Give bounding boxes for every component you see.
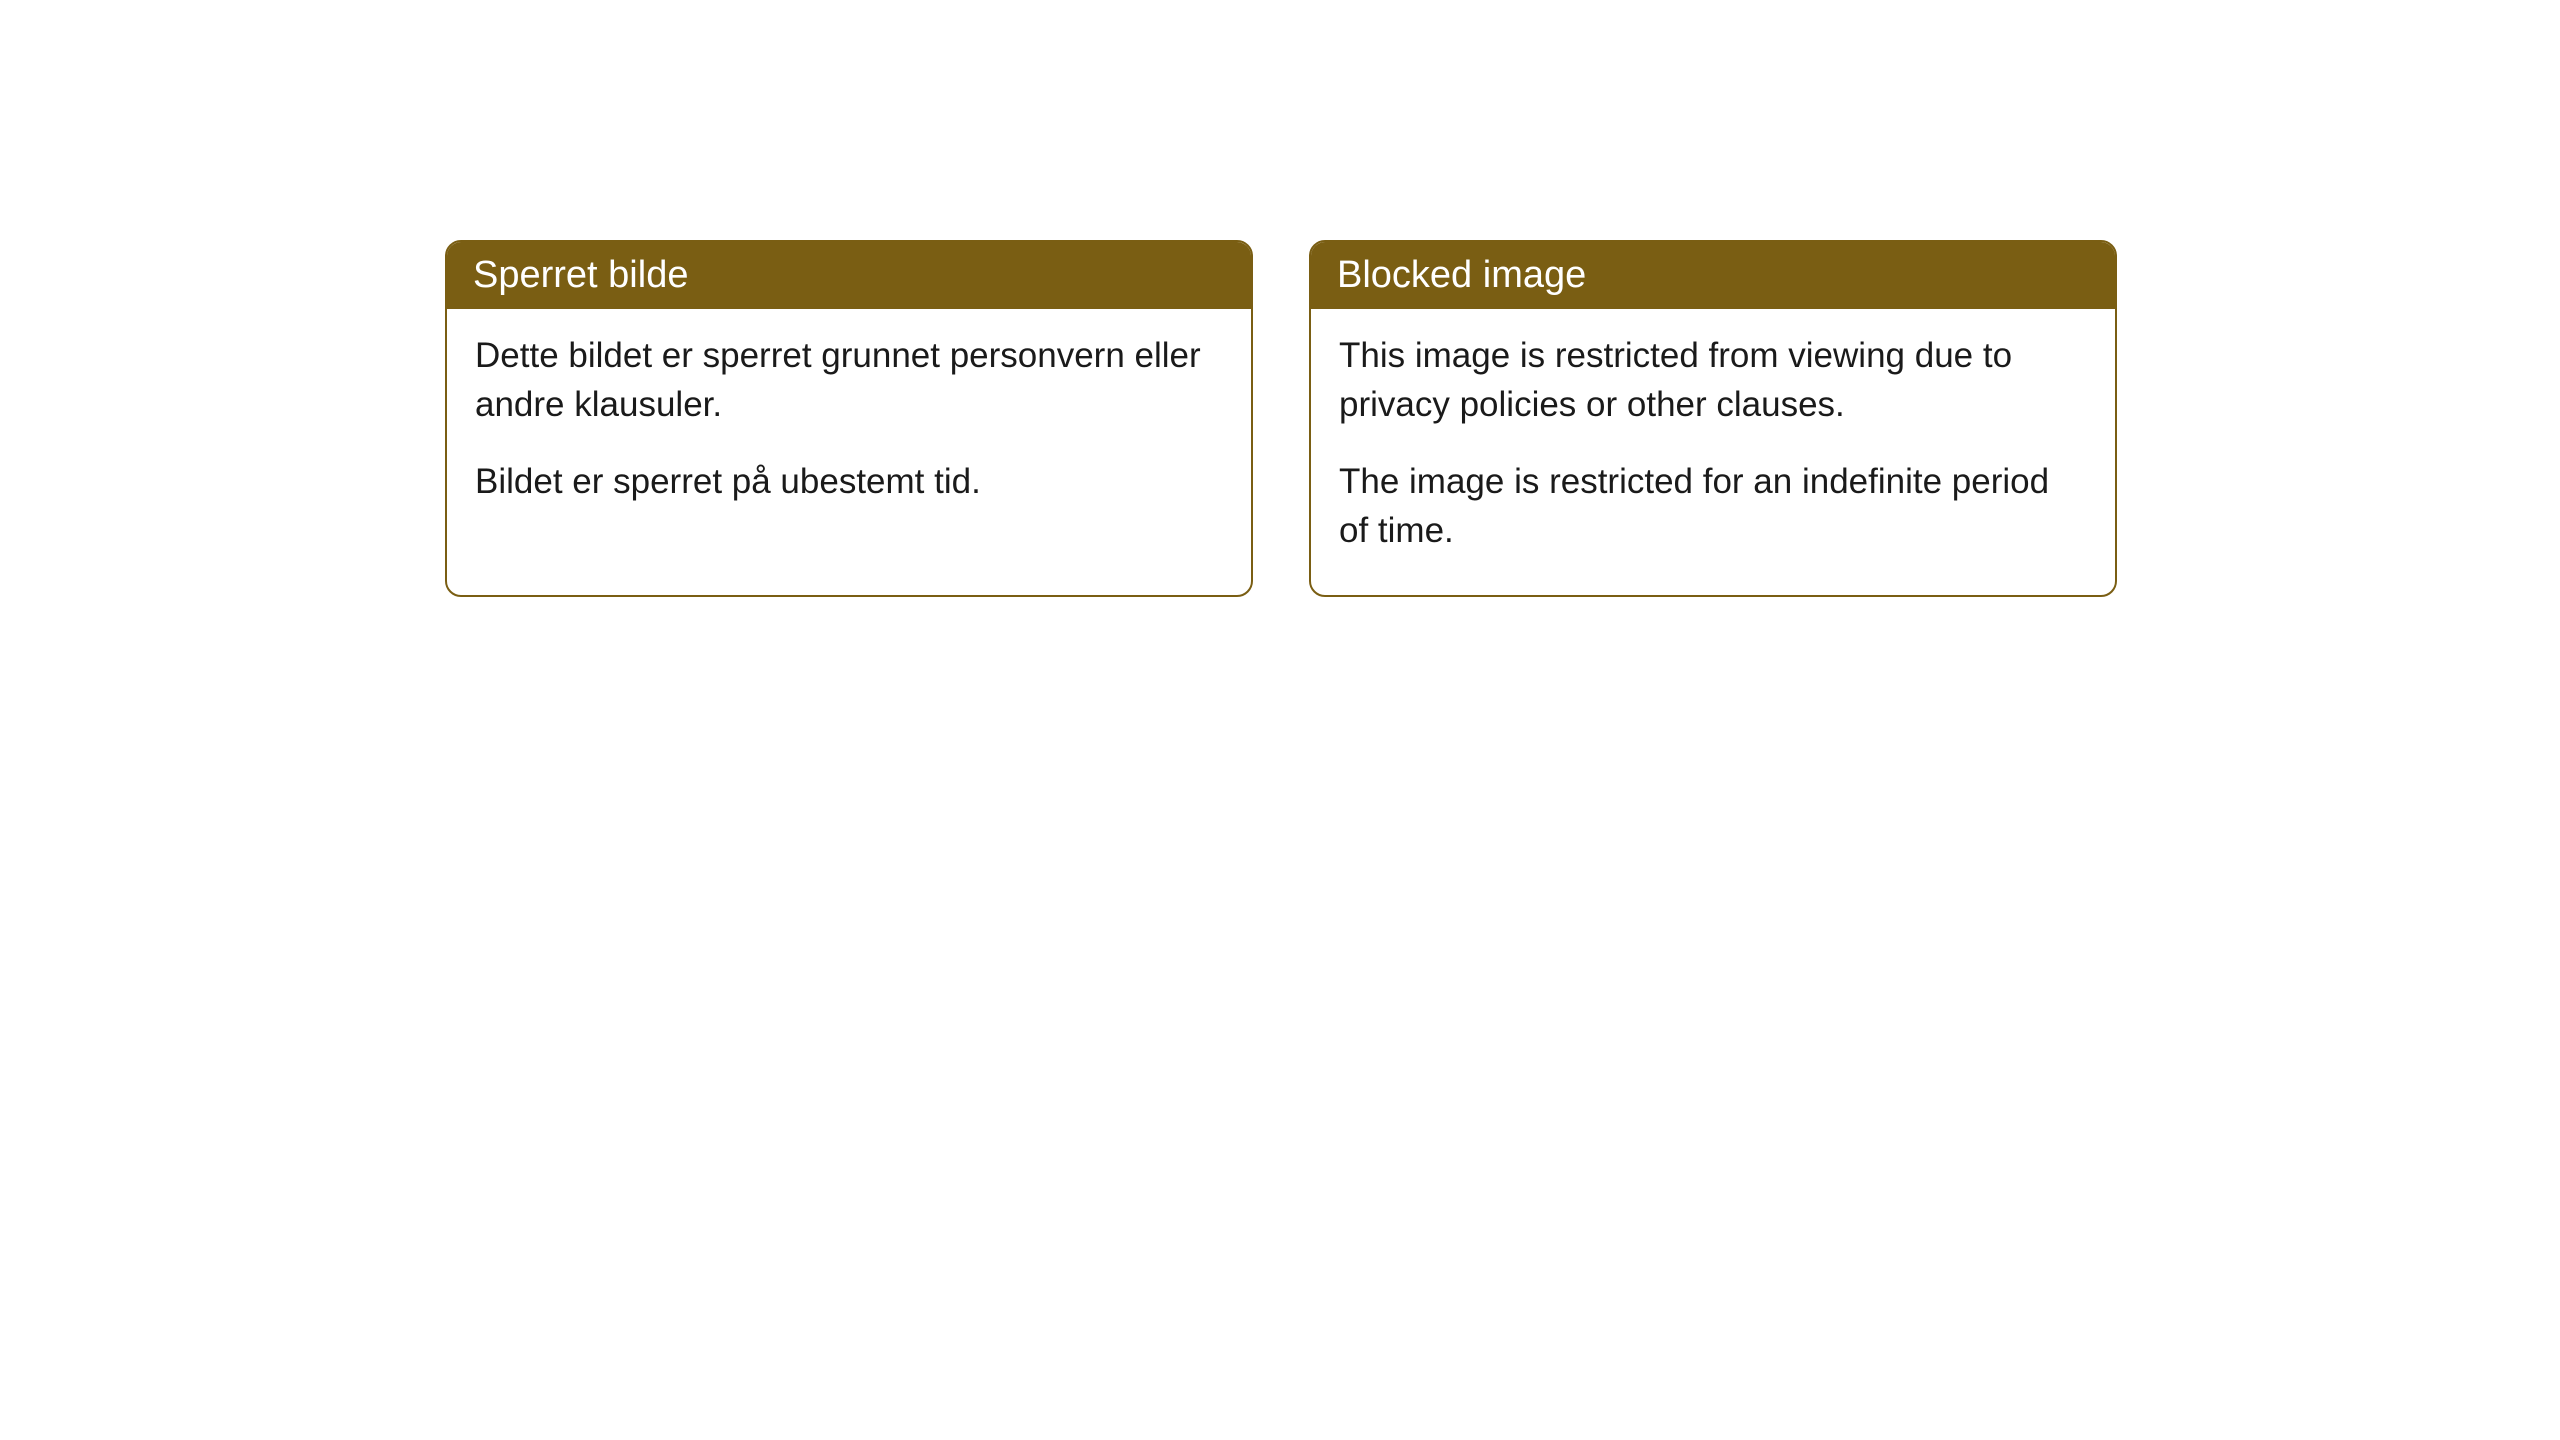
- blocked-image-card-english: Blocked image This image is restricted f…: [1309, 240, 2117, 597]
- card-paragraph: This image is restricted from viewing du…: [1339, 331, 2087, 429]
- card-title: Sperret bilde: [473, 254, 688, 296]
- card-title: Blocked image: [1337, 254, 1586, 296]
- card-header: Blocked image: [1311, 242, 2115, 309]
- card-body: Dette bildet er sperret grunnet personve…: [447, 309, 1251, 546]
- card-header: Sperret bilde: [447, 242, 1251, 309]
- card-paragraph: Dette bildet er sperret grunnet personve…: [475, 331, 1223, 429]
- blocked-image-card-norwegian: Sperret bilde Dette bildet er sperret gr…: [445, 240, 1253, 597]
- card-body: This image is restricted from viewing du…: [1311, 309, 2115, 595]
- card-paragraph: Bildet er sperret på ubestemt tid.: [475, 457, 1223, 506]
- notice-cards-container: Sperret bilde Dette bildet er sperret gr…: [0, 0, 2560, 597]
- card-paragraph: The image is restricted for an indefinit…: [1339, 457, 2087, 555]
